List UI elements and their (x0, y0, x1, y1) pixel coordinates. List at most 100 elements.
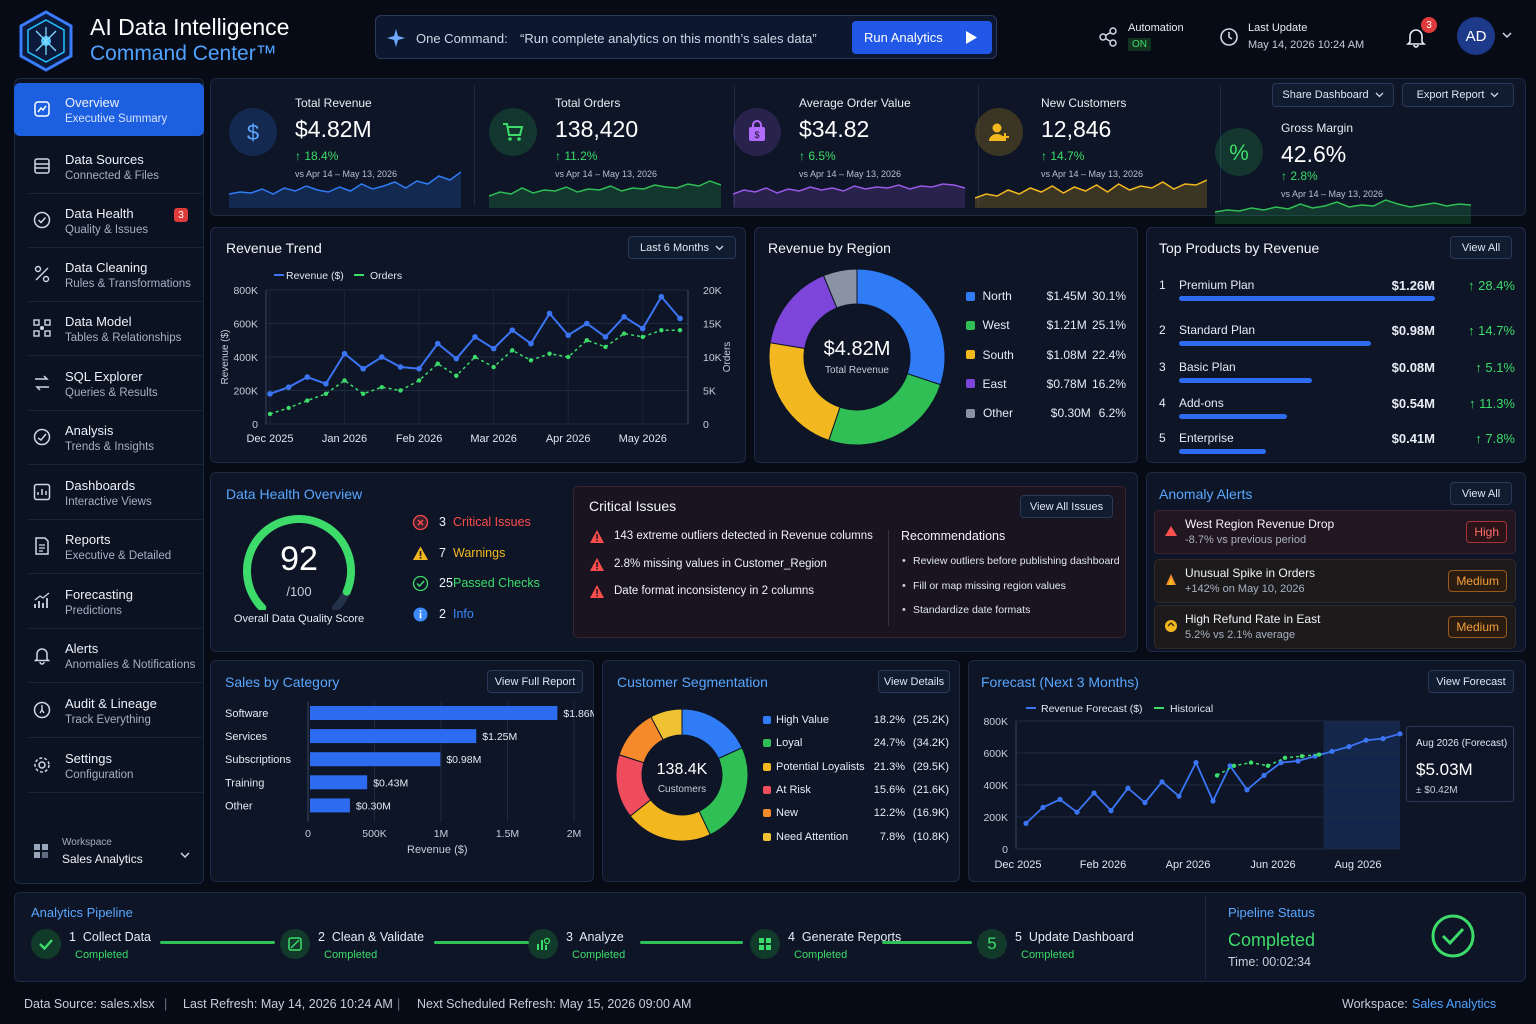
orders-point[interactable] (305, 398, 310, 403)
sidebar-item-data-cleaning[interactable]: Data Cleaning Rules & Transformations (14, 248, 204, 302)
segment-legend-row[interactable]: Potential Loyalists 21.3% (29.5K) (763, 761, 949, 773)
run-analytics-button[interactable]: Run Analytics (852, 21, 992, 54)
sidebar-item-data-model[interactable]: Data Model Tables & Relationships (14, 302, 204, 356)
range-select[interactable]: Last 6 Months (628, 236, 736, 259)
forecast-point[interactable] (1329, 748, 1335, 754)
historical-point[interactable] (1231, 763, 1237, 768)
category-bar-other[interactable] (310, 798, 350, 813)
historical-point[interactable] (1316, 752, 1322, 757)
anomaly-alert-item[interactable]: High Refund Rate in East 5.2% vs 2.1% ave… (1154, 605, 1516, 649)
orders-point[interactable] (267, 411, 273, 417)
revenue-point[interactable] (621, 314, 627, 320)
segment-legend-row[interactable]: High Value 18.2% (25.2K) (763, 714, 949, 726)
pipeline-step-update-dashboard[interactable]: 5 5 Update Dashboard Completed (977, 926, 1157, 966)
orders-point[interactable] (435, 361, 440, 366)
sidebar-item-settings[interactable]: Settings Configuration (14, 739, 204, 793)
region-legend-row[interactable]: South $1.08M 22.4% (966, 348, 1126, 362)
orders-point[interactable] (640, 334, 645, 340)
forecast-point[interactable] (1040, 804, 1046, 810)
sidebar-item-audit-lineage[interactable]: Audit & Lineage Track Everything (14, 684, 204, 738)
historical-point[interactable] (1282, 755, 1288, 760)
health-stat-critical-issues[interactable]: 3 Critical Issues (412, 513, 562, 533)
orders-point[interactable] (454, 373, 459, 378)
forecast-point[interactable] (1091, 790, 1097, 796)
forecast-point[interactable] (1363, 737, 1369, 743)
product-row[interactable]: 3 Basic Plan $0.08M ↑ 5.1% (1159, 360, 1515, 400)
revenue-point[interactable] (360, 365, 366, 372)
chevron-down-icon[interactable] (1502, 32, 1512, 40)
critical-issue-item[interactable]: Date format inconsistency in 2 columns (589, 584, 879, 602)
share-dashboard-button[interactable]: Share Dashboard (1272, 83, 1394, 107)
forecast-point[interactable] (1074, 809, 1080, 815)
revenue-point[interactable] (490, 345, 497, 352)
view-forecast-button[interactable]: View Forecast (1428, 670, 1514, 693)
kpi-card-gross-margin[interactable]: % Gross Margin 42.6% ↑ 2.8% vs Apr 14 – May … (1202, 78, 1471, 224)
region-legend-row[interactable]: North $1.45M 30.1% (966, 289, 1126, 303)
revenue-point[interactable] (304, 374, 311, 380)
orders-point[interactable] (398, 388, 403, 393)
orders-point[interactable] (286, 405, 291, 411)
anomaly-alert-item[interactable]: Unusual Spike in Orders +142% on May 10, … (1154, 559, 1516, 603)
revenue-point[interactable] (658, 293, 665, 300)
revenue-point[interactable] (677, 315, 683, 322)
orders-point[interactable] (491, 364, 496, 370)
forecast-point[interactable] (1142, 800, 1148, 806)
sidebar-item-overview[interactable]: Overview Executive Summary (14, 83, 204, 136)
view-details-button[interactable]: View Details (878, 670, 950, 693)
orders-point[interactable] (379, 384, 385, 390)
region-legend-row[interactable]: Other $0.30M 6.2% (966, 406, 1126, 420)
forecast-point[interactable] (1193, 760, 1199, 766)
forecast-point[interactable] (1261, 772, 1267, 778)
category-bar-subscriptions[interactable] (310, 752, 441, 767)
revenue-point[interactable] (453, 355, 460, 362)
kpi-card-new-customers[interactable]: New Customers 12,846 ↑ 14.7% vs Apr 14 – Ma… (962, 78, 1221, 214)
footer-workspace-link[interactable]: Sales Analytics (1412, 997, 1497, 1011)
orders-point[interactable] (677, 328, 683, 333)
health-stat-warnings[interactable]: 7 Warnings (412, 544, 562, 564)
sidebar-item-sql-explorer[interactable]: SQL Explorer Queries & Results (14, 357, 204, 411)
view-all-products-button[interactable]: View All (1450, 236, 1512, 259)
donut-slice-high-value[interactable] (681, 708, 743, 760)
notifications-button[interactable]: 3 (1403, 17, 1437, 52)
sidebar-item-dashboards[interactable]: Dashboards Interactive Views (14, 466, 204, 520)
category-bar-software[interactable] (310, 706, 558, 720)
category-bar-services[interactable] (310, 729, 477, 744)
orders-point[interactable] (360, 391, 366, 397)
sidebar-item-data-health[interactable]: Data Health Quality & Issues 3 (14, 194, 204, 248)
critical-issue-item[interactable]: 2.8% missing values in Customer_Region (589, 557, 879, 575)
orders-point[interactable] (472, 354, 478, 360)
revenue-point[interactable] (528, 340, 534, 347)
revenue-point[interactable] (639, 325, 646, 332)
kpi-card-total-revenue[interactable]: $ Total Revenue $4.82M ↑ 18.4% vs Apr 14 – M… (216, 78, 475, 214)
forecast-point[interactable] (1210, 798, 1216, 804)
forecast-point[interactable] (1380, 736, 1386, 742)
revenue-point[interactable] (434, 340, 441, 347)
orders-point[interactable] (565, 354, 571, 360)
revenue-point[interactable] (509, 327, 516, 333)
donut-slice-need-attention[interactable] (650, 708, 683, 741)
orders-point[interactable] (547, 351, 552, 356)
health-stat-info[interactable]: 2 Info (412, 605, 562, 625)
sidebar-item-data-sources[interactable]: Data Sources Connected & Files (14, 140, 204, 194)
forecast-point[interactable] (1244, 787, 1250, 793)
segment-legend-row[interactable]: Loyal 24.7% (34.2K) (763, 737, 949, 749)
revenue-point[interactable] (379, 354, 385, 360)
pipeline-step-clean-validate[interactable]: 2 Clean & Validate Completed (280, 926, 460, 966)
avatar[interactable]: AD (1457, 17, 1495, 55)
view-all-issues-button[interactable]: View All Issues (1020, 495, 1113, 518)
kpi-card-average-order-value[interactable]: $ Average Order Value $34.82 ↑ 6.5% vs Apr 1… (720, 78, 979, 214)
health-stat-passed-checks[interactable]: 25 Passed Checks (412, 574, 562, 594)
kpi-card-total-orders[interactable]: Total Orders 138,420 ↑ 11.2% vs Apr 14 – Ma… (476, 78, 735, 214)
category-bar-training[interactable] (310, 775, 368, 790)
forecast-point[interactable] (1278, 760, 1284, 766)
forecast-point[interactable] (1176, 793, 1182, 799)
region-legend-row[interactable]: West $1.21M 25.1% (966, 318, 1126, 332)
pipeline-step-analyze[interactable]: 3 Analyze Completed (528, 926, 708, 966)
product-row[interactable]: 1 Premium Plan $1.26M ↑ 28.4% (1159, 278, 1515, 318)
region-legend-row[interactable]: East $0.78M 16.2% (966, 377, 1126, 391)
view-all-alerts-button[interactable]: View All (1450, 482, 1512, 505)
product-row[interactable]: 4 Add-ons $0.54M ↑ 11.3% (1159, 396, 1515, 436)
critical-issue-item[interactable]: 143 extreme outliers detected in Revenue… (589, 529, 879, 547)
product-row[interactable]: 2 Standard Plan $0.98M ↑ 14.7% (1159, 323, 1515, 363)
forecast-point[interactable] (1125, 785, 1131, 791)
